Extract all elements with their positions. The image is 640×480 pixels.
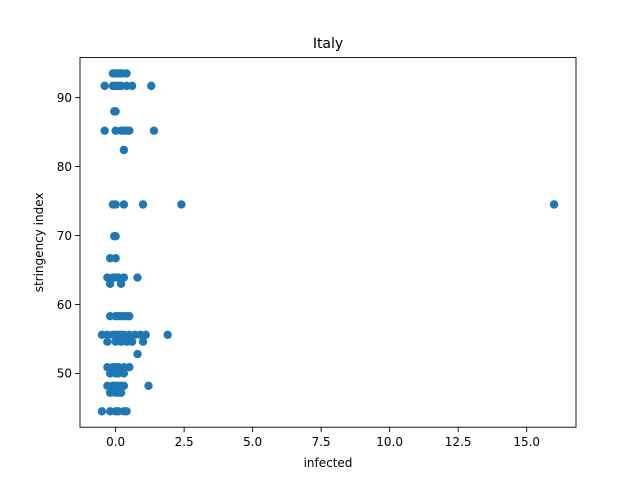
data-point bbox=[163, 330, 172, 339]
data-point bbox=[116, 388, 126, 397]
x-tick-label: 0.0 bbox=[106, 435, 125, 449]
data-point bbox=[119, 369, 129, 378]
data-point bbox=[100, 81, 109, 91]
data-point bbox=[119, 145, 129, 155]
y-axis-label: stringency index bbox=[32, 193, 46, 293]
x-ticks: 0.0 2.5 5.0 7.5 10.0 12.5 15.0 bbox=[106, 427, 540, 449]
data-point bbox=[125, 311, 134, 321]
y-tick-label: 90 bbox=[57, 91, 72, 105]
data-point bbox=[125, 126, 134, 135]
x-tick-label: 2.5 bbox=[175, 435, 194, 449]
y-tick-label: 80 bbox=[57, 160, 72, 174]
data-point bbox=[111, 200, 120, 209]
y-ticks: 50 60 70 80 90 bbox=[57, 91, 80, 381]
data-point bbox=[100, 126, 109, 135]
data-point bbox=[147, 81, 156, 91]
data-point bbox=[111, 231, 120, 241]
data-point bbox=[133, 273, 142, 282]
y-tick-label: 60 bbox=[57, 298, 72, 312]
chart-title: Italy bbox=[313, 36, 343, 52]
data-point bbox=[138, 200, 148, 209]
x-tick-label: 15.0 bbox=[513, 435, 540, 449]
data-point bbox=[105, 279, 115, 288]
data-point bbox=[97, 407, 107, 416]
x-tick-label: 7.5 bbox=[312, 435, 331, 449]
x-tick-label: 5.0 bbox=[243, 435, 262, 449]
y-tick-label: 50 bbox=[57, 367, 72, 381]
data-point bbox=[103, 337, 112, 346]
data-point bbox=[116, 279, 126, 288]
data-point bbox=[125, 363, 134, 372]
data-point bbox=[119, 200, 129, 209]
data-point bbox=[122, 407, 131, 416]
data-point bbox=[133, 349, 142, 359]
data-point bbox=[549, 200, 559, 209]
x-tick-label: 12.5 bbox=[445, 435, 472, 449]
data-point bbox=[144, 381, 153, 391]
x-axis-label: infected bbox=[304, 456, 353, 470]
data-point bbox=[127, 81, 137, 91]
data-point bbox=[177, 200, 186, 209]
x-tick-label: 10.0 bbox=[376, 435, 403, 449]
data-point bbox=[119, 381, 129, 391]
plot-frame bbox=[79, 57, 577, 428]
y-tick-label: 70 bbox=[57, 229, 72, 243]
data-points bbox=[97, 69, 559, 416]
data-point bbox=[141, 330, 150, 339]
data-point bbox=[138, 337, 148, 346]
data-point bbox=[111, 254, 120, 263]
data-point bbox=[118, 69, 127, 78]
data-point bbox=[149, 126, 159, 135]
data-point bbox=[111, 107, 120, 116]
data-point bbox=[127, 337, 137, 346]
